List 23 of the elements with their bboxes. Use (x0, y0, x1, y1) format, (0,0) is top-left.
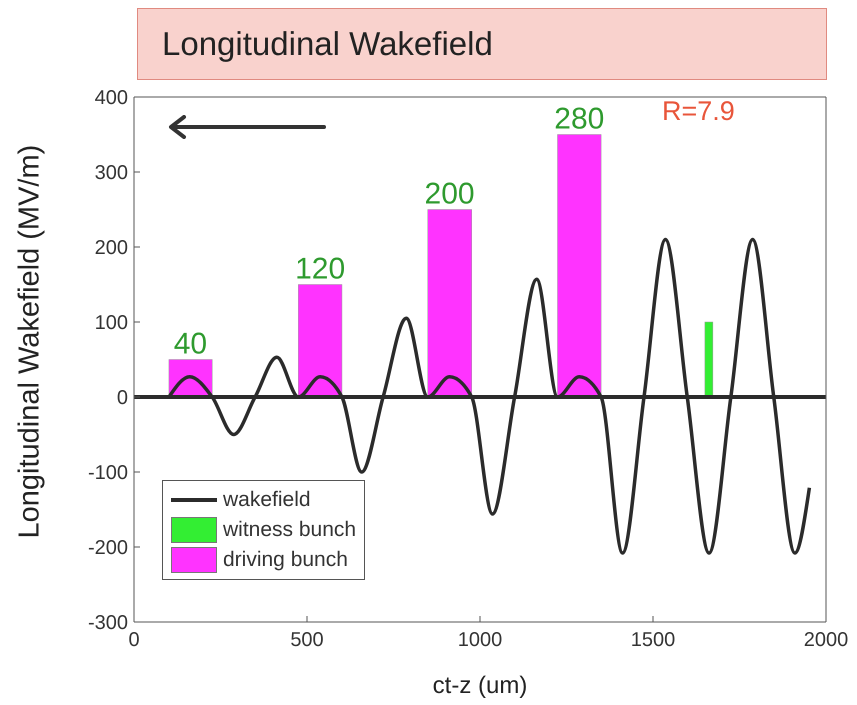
y-tick-label: 400 (94, 87, 128, 110)
y-tick-label: -300 (88, 612, 128, 634)
x-tick-label: 2000 (804, 629, 848, 652)
y-tick-label: 300 (94, 162, 128, 184)
x-axis-title: ct-z (um) (432, 672, 528, 700)
x-tick-label: 1500 (630, 629, 676, 652)
y-tick-label: -200 (88, 537, 128, 560)
annotation: 200 (424, 178, 475, 210)
y-tick-label: -100 (88, 462, 128, 484)
annotation: 40 (174, 328, 208, 360)
legend-label: driving bunch (223, 548, 348, 572)
legend-label: wakefield (223, 488, 311, 512)
annotation: R=7.9 (662, 96, 735, 127)
annotation: 120 (295, 252, 346, 286)
annotation: 280 (554, 102, 604, 136)
legend-label: witness bunch (223, 518, 356, 542)
x-tick-label: 1000 (458, 629, 502, 652)
y-tick-label: 0 (116, 387, 128, 410)
y-tick-label: 100 (94, 312, 128, 334)
x-tick-label: 500 (290, 629, 324, 652)
chart-title: Longitudinal Wakefield (137, 8, 827, 80)
y-axis-title: Longitudinal Wakefield (MV/m) (14, 144, 46, 538)
y-tick-label: 200 (94, 237, 128, 260)
